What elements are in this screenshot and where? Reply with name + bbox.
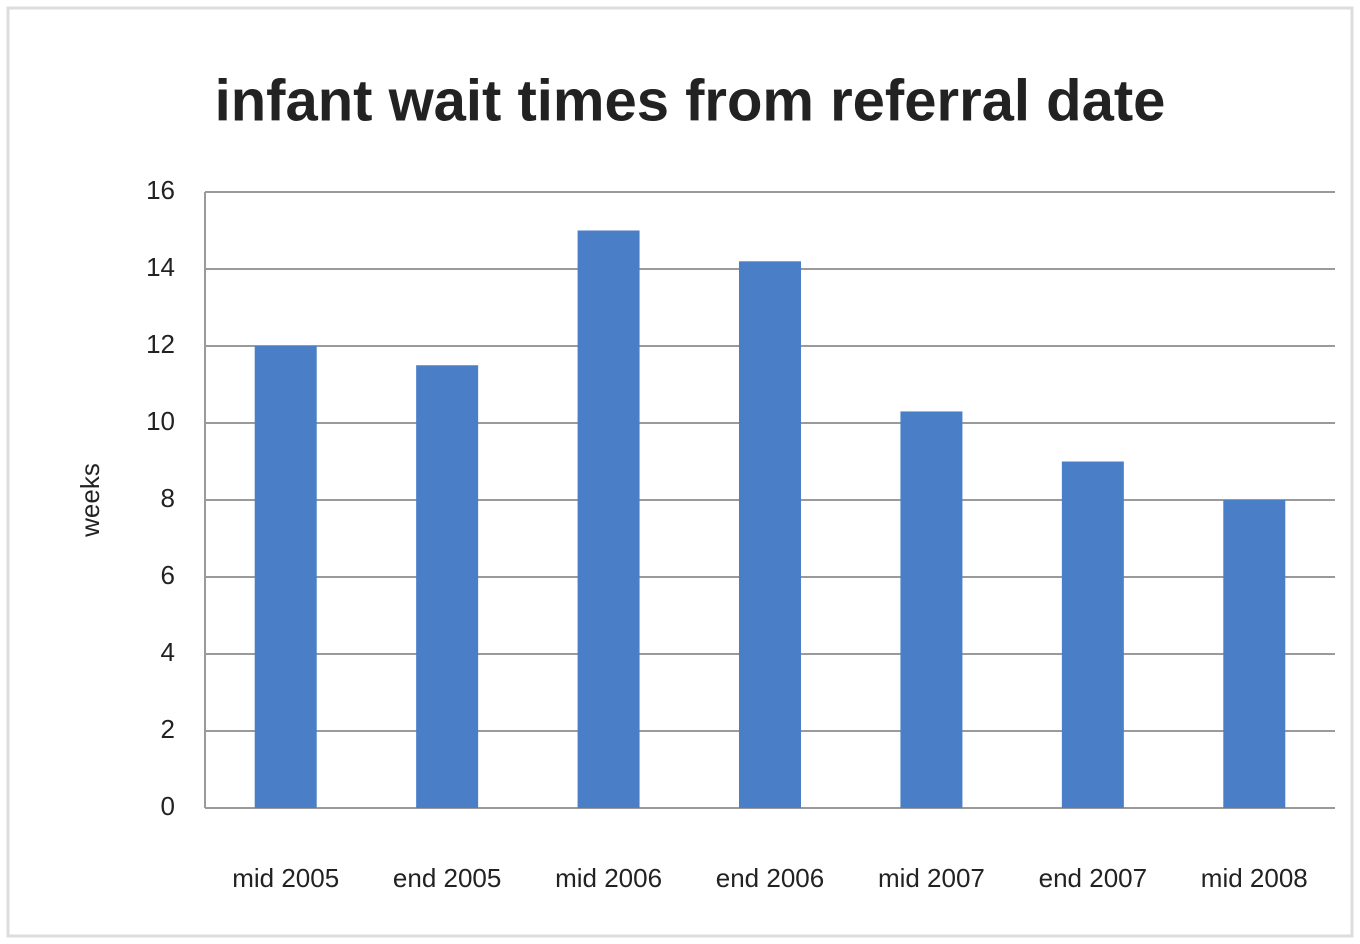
y-tick-label: 4 (161, 637, 175, 667)
x-tick-label: end 2007 (1039, 863, 1147, 893)
y-tick-label: 16 (146, 175, 175, 205)
y-tick-label: 2 (161, 714, 175, 744)
x-tick-label: mid 2008 (1201, 863, 1308, 893)
bar (1061, 461, 1124, 808)
bar (577, 230, 640, 808)
y-tick-label: 8 (161, 483, 175, 513)
x-tick-label: mid 2006 (555, 863, 662, 893)
y-tick-label: 12 (146, 329, 175, 359)
bar (1223, 500, 1286, 808)
chart-title: infant wait times from referral date (215, 68, 1166, 133)
x-tick-label: end 2005 (393, 863, 501, 893)
y-tick-label: 6 (161, 560, 175, 590)
y-axis-label: weeks (75, 463, 105, 538)
y-tick-label: 10 (146, 406, 175, 436)
bar (416, 365, 479, 808)
x-tick-label: mid 2005 (232, 863, 339, 893)
bar (254, 346, 317, 808)
x-tick-label: end 2006 (716, 863, 824, 893)
x-tick-label: mid 2007 (878, 863, 985, 893)
chart-frame (6, 6, 1354, 938)
y-tick-label: 14 (146, 252, 175, 282)
bar (739, 261, 801, 808)
y-tick-label: 0 (161, 791, 175, 821)
bar (900, 411, 963, 808)
